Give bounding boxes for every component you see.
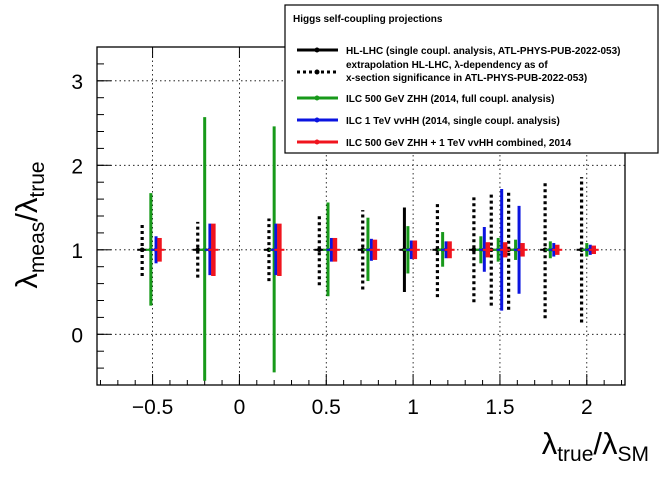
- legend-label: x-section significance in ATL-PHYS-PUB-2…: [346, 73, 587, 84]
- series-ilc_comb: [154, 223, 599, 276]
- legend-label: ILC 500 GeV ZHH + 1 TeV vvHH combined, 2…: [346, 138, 572, 149]
- legend-title: Higgs self-coupling projections: [293, 14, 443, 25]
- tick-labels: −0.5 0 0.5 1 1.5 2 0 1 2 3: [71, 71, 592, 419]
- legend-marker: [314, 139, 320, 145]
- data-point: [317, 247, 322, 253]
- legend-label: HL-LHC (single coupl. analysis, ATL-PHYS…: [346, 46, 621, 57]
- y-tick-label: 3: [71, 71, 83, 94]
- legend-box: [284, 4, 659, 154]
- data-point: [520, 247, 525, 253]
- data-point: [139, 247, 145, 253]
- y-tick-label: 1: [71, 240, 83, 263]
- data-point: [277, 247, 282, 253]
- data-point: [195, 247, 201, 253]
- x-tick-label: 2: [581, 396, 593, 419]
- data-point: [202, 247, 207, 253]
- legend-entry-hl_lhc_extrap: extrapolation HL-LHC, λ-dependency as of…: [297, 60, 587, 84]
- y-tick-label: 0: [71, 324, 83, 347]
- legend-entry-ilc_comb: ILC 500 GeV ZHH + 1 TeV vvHH combined, 2…: [297, 138, 572, 149]
- data-point: [579, 247, 584, 253]
- y-axis-label: λmeas/λtrue: [9, 161, 49, 288]
- series-layer: [137, 117, 599, 381]
- legend-marker: [314, 47, 320, 53]
- x-tick-label: 0: [234, 396, 246, 419]
- data-point: [332, 247, 338, 253]
- data-point: [485, 247, 491, 253]
- legend-marker: [314, 95, 320, 101]
- data-point: [266, 247, 272, 253]
- x-tick-label: 1: [407, 396, 419, 419]
- legend-label: ILC 500 GeV ZHH (2014, full coupl. analy…: [346, 94, 554, 105]
- legend-entry-hl_lhc: HL-LHC (single coupl. analysis, ATL-PHYS…: [297, 46, 621, 57]
- data-point: [591, 247, 597, 253]
- data-point: [502, 247, 508, 253]
- data-point: [372, 247, 378, 253]
- data-point: [471, 247, 477, 253]
- legend-marker: [314, 117, 320, 123]
- x-axis-label: λtrue/λSM: [542, 426, 649, 466]
- x-tick-label: −0.5: [132, 396, 173, 419]
- data-point: [157, 247, 162, 253]
- legend: Higgs self-coupling projections HL-LHC (…: [284, 4, 659, 154]
- legend-entry-ilc1tev: ILC 1 TeV vvHH (2014, single coupl. anal…: [297, 116, 560, 127]
- data-point: [554, 247, 560, 253]
- legend-label: extrapolation HL-LHC, λ-dependency as of: [346, 60, 548, 71]
- legend-marker: [314, 69, 320, 75]
- data-point: [148, 247, 154, 253]
- legend-label: ILC 1 TeV vvHH (2014, single coupl. anal…: [346, 116, 560, 127]
- x-tick-label: 1.5: [485, 396, 514, 419]
- data-point: [542, 247, 548, 253]
- y-tick-label: 2: [71, 155, 83, 178]
- x-tick-label: 0.5: [312, 396, 341, 419]
- data-point: [412, 247, 418, 253]
- data-point: [447, 247, 452, 253]
- data-point: [360, 247, 366, 253]
- data-point: [211, 247, 216, 253]
- legend-entry-ilc500: ILC 500 GeV ZHH (2014, full coupl. analy…: [297, 94, 554, 105]
- data-point: [435, 247, 440, 253]
